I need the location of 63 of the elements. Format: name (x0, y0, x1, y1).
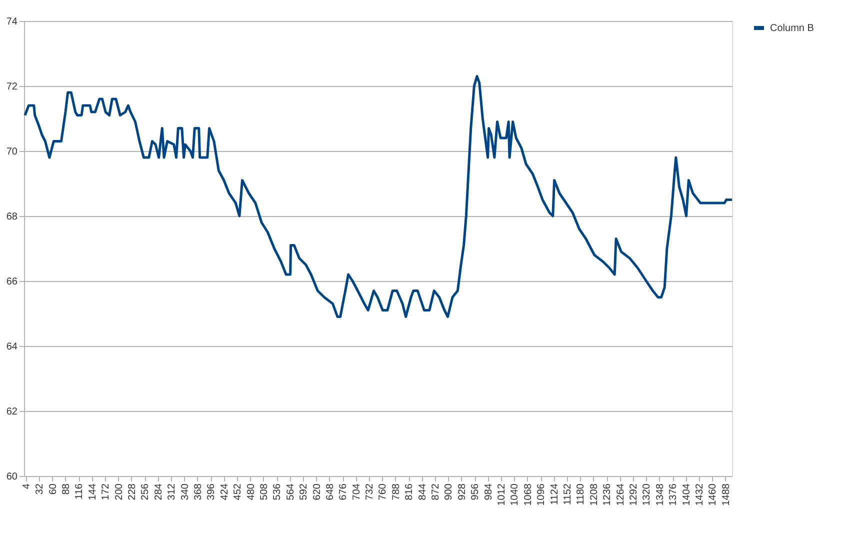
x-tick-label: 452 (232, 483, 244, 500)
y-tick-label: 68 (6, 212, 18, 222)
x-tick-label: 32 (34, 483, 46, 495)
x-tick-label: 1404 (681, 483, 692, 506)
x-tick-label: 900 (444, 483, 455, 500)
y-tick-label: 66 (6, 276, 18, 288)
x-tick-label: 1320 (642, 483, 653, 506)
legend-label: Column B (770, 23, 814, 34)
x-tick-label: 4 (21, 483, 32, 490)
x-tick-label: 620 (312, 483, 323, 500)
x-tick-label: 1096 (536, 483, 548, 506)
x-tick-label: 1348 (654, 483, 666, 506)
x-tick-label: 1180 (576, 483, 587, 506)
x-tick-label: 1432 (694, 483, 706, 506)
x-tick-label: 1488 (720, 483, 732, 506)
x-tick-label: 956 (470, 483, 482, 500)
x-tick-label: 564 (285, 483, 296, 500)
x-tick-label: 116 (74, 483, 86, 500)
x-tick-label: 368 (192, 483, 204, 500)
x-tick-label: 396 (206, 483, 218, 500)
x-tick-label: 60 (48, 483, 59, 495)
x-tick-label: 1292 (628, 483, 640, 506)
x-tick-label: 704 (351, 483, 362, 500)
x-tick-label: 1208 (588, 483, 600, 506)
x-tick-label: 200 (114, 483, 125, 500)
x-tick-label: 872 (430, 483, 442, 500)
y-tick-label: 72 (6, 82, 18, 92)
x-tick-label: 88 (60, 483, 72, 495)
x-tick-label: 1040 (510, 483, 521, 506)
x-tick-label: 760 (378, 483, 389, 500)
x-tick-label: 1236 (602, 483, 614, 506)
x-tick-label: 1012 (496, 483, 508, 506)
x-tick-label: 648 (324, 483, 336, 500)
x-tick-label: 788 (390, 483, 402, 500)
x-tick-label: 592 (298, 483, 310, 500)
y-tick-label: 74 (6, 16, 18, 28)
x-tick-label: 340 (180, 483, 191, 500)
x-tick-label: 312 (166, 483, 178, 500)
x-tick-label: 816 (404, 483, 416, 500)
x-tick-label: 1068 (522, 483, 534, 506)
x-tick-label: 844 (417, 483, 428, 500)
y-tick-label: 60 (6, 472, 18, 482)
x-tick-label: 1124 (549, 483, 560, 506)
x-tick-label: 284 (153, 483, 164, 500)
x-tick-label: 536 (272, 483, 284, 500)
x-tick-label: 256 (140, 483, 152, 500)
x-tick-label: 1460 (708, 483, 719, 506)
x-tick-label: 508 (258, 483, 270, 500)
x-tick-label: 424 (219, 483, 230, 500)
y-tick-label: 64 (6, 342, 18, 352)
x-tick-label: 732 (364, 483, 376, 500)
y-tick-label: 62 (6, 406, 18, 418)
y-tick-label: 70 (6, 146, 18, 158)
x-tick-label: 676 (338, 483, 350, 500)
x-tick-label: 928 (456, 483, 468, 500)
x-tick-label: 984 (483, 483, 494, 500)
x-tick-label: 144 (87, 483, 98, 500)
x-tick-label: 1152 (562, 483, 574, 506)
x-tick-label: 1264 (615, 483, 626, 506)
x-tick-label: 1376 (668, 483, 680, 506)
x-tick-label: 480 (246, 483, 257, 500)
x-tick-label: 172 (100, 483, 112, 500)
x-tick-label: 228 (126, 483, 138, 500)
